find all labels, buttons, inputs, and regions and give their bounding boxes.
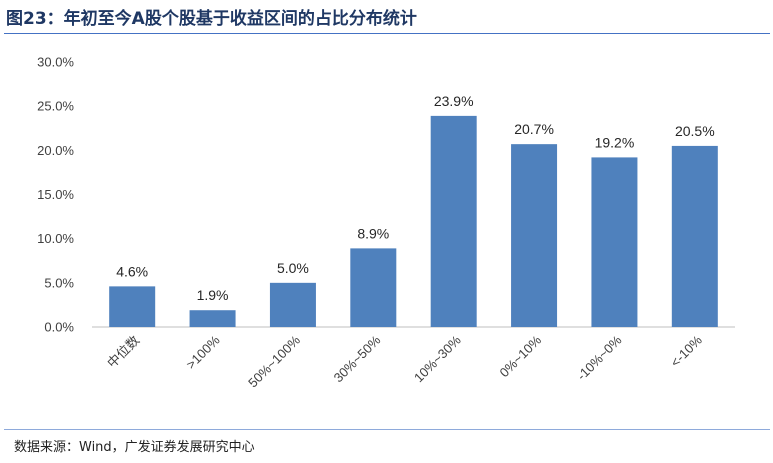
bar	[671, 145, 718, 327]
category-label: -10%~0%	[574, 332, 625, 383]
y-tick-label: 15.0%	[37, 187, 74, 202]
data-label: 4.6%	[116, 263, 148, 279]
bar-chart: 0.0% 5.0% 10.0% 15.0% 20.0% 25.0% 30.0% 4.6% 1.…	[37, 55, 735, 390]
category-label: 中位数	[104, 333, 142, 371]
bar	[511, 144, 558, 327]
y-tick-label: 5.0%	[44, 275, 74, 290]
title-rule	[4, 33, 770, 34]
source-rule	[4, 429, 770, 430]
y-tick-label: 30.0%	[37, 55, 74, 70]
y-tick-label: 25.0%	[37, 99, 74, 114]
data-label: 20.5%	[675, 123, 715, 139]
bar	[591, 157, 638, 327]
data-label: 20.7%	[514, 121, 554, 137]
y-tick-label: 20.0%	[37, 143, 74, 158]
data-label: 8.9%	[357, 225, 389, 241]
bars	[109, 115, 718, 327]
bar	[189, 310, 236, 327]
chart-title: 图23：年初至今A股个股基于收益区间的占比分布统计	[6, 9, 417, 29]
bar	[430, 115, 477, 327]
data-label: 1.9%	[197, 287, 229, 303]
bar	[109, 286, 156, 327]
data-label: 19.2%	[595, 134, 635, 150]
bar	[269, 282, 316, 327]
data-labels: 4.6% 1.9% 5.0% 8.9% 23.9% 20.7% 19.2% 20.5%	[116, 93, 714, 303]
y-tick-label: 0.0%	[44, 320, 74, 335]
category-label: 10%~30%	[411, 332, 464, 385]
bar	[350, 248, 397, 327]
category-label: >100%	[183, 332, 223, 372]
category-label: 50%~100%	[245, 332, 303, 390]
category-label: 0%~10%	[497, 332, 545, 380]
y-tick-label: 10.0%	[37, 231, 74, 246]
category-label: 30%~50%	[331, 332, 384, 385]
data-label: 23.9%	[434, 93, 474, 109]
category-label: <-10%	[667, 332, 705, 370]
data-label: 5.0%	[277, 260, 309, 276]
source-note: 数据来源：Wind，广发证券发展研究中心	[14, 440, 255, 455]
category-labels: 中位数 >100% 50%~100% 30%~50% 10%~30% 0%~10% -10%…	[104, 332, 705, 390]
